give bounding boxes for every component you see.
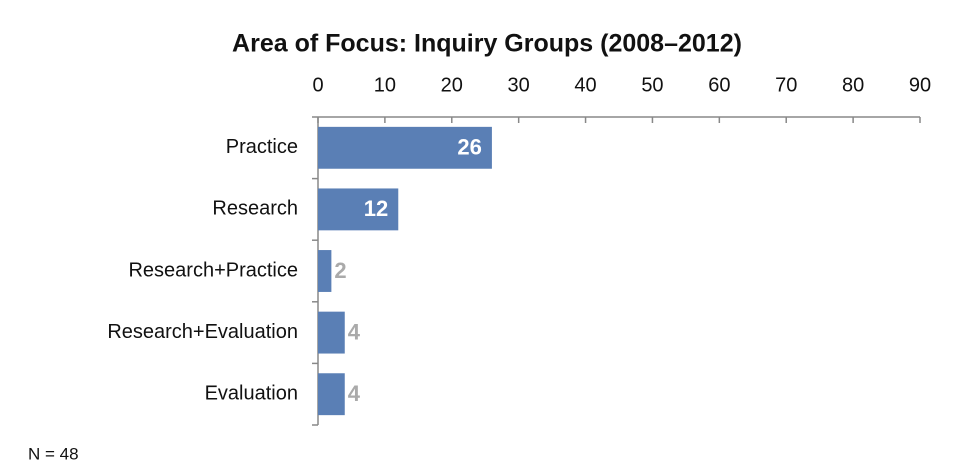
bar — [318, 126, 492, 169]
x-tick-label: 60 — [708, 74, 730, 96]
bar — [318, 188, 399, 231]
x-tick-label: 80 — [842, 74, 864, 96]
x-tick-label: 0 — [312, 74, 323, 96]
bar — [318, 311, 345, 354]
category-label: Research+Evaluation — [107, 321, 298, 343]
category-label: Practice — [226, 136, 298, 158]
x-tick-label: 50 — [641, 74, 663, 96]
data-label: 12 — [364, 196, 388, 221]
bar — [318, 373, 345, 416]
x-tick-label: 90 — [909, 74, 931, 96]
data-label: 4 — [348, 319, 361, 344]
category-label: Research+Practice — [128, 259, 298, 281]
data-label: 2 — [334, 258, 346, 283]
category-label: Research — [212, 198, 298, 220]
category-label: Evaluation — [205, 382, 298, 404]
bar — [318, 250, 332, 292]
x-tick-label: 30 — [508, 74, 530, 96]
x-tick-label: 70 — [775, 74, 797, 96]
x-tick-label: 10 — [374, 74, 396, 96]
note: N = 48 — [28, 444, 79, 463]
x-tick-label: 20 — [441, 74, 463, 96]
data-label: 4 — [348, 381, 361, 406]
x-tick-label: 40 — [574, 74, 596, 96]
chart-title: Area of Focus: Inquiry Groups (2008–2012… — [232, 30, 742, 58]
data-label: 26 — [457, 135, 481, 160]
